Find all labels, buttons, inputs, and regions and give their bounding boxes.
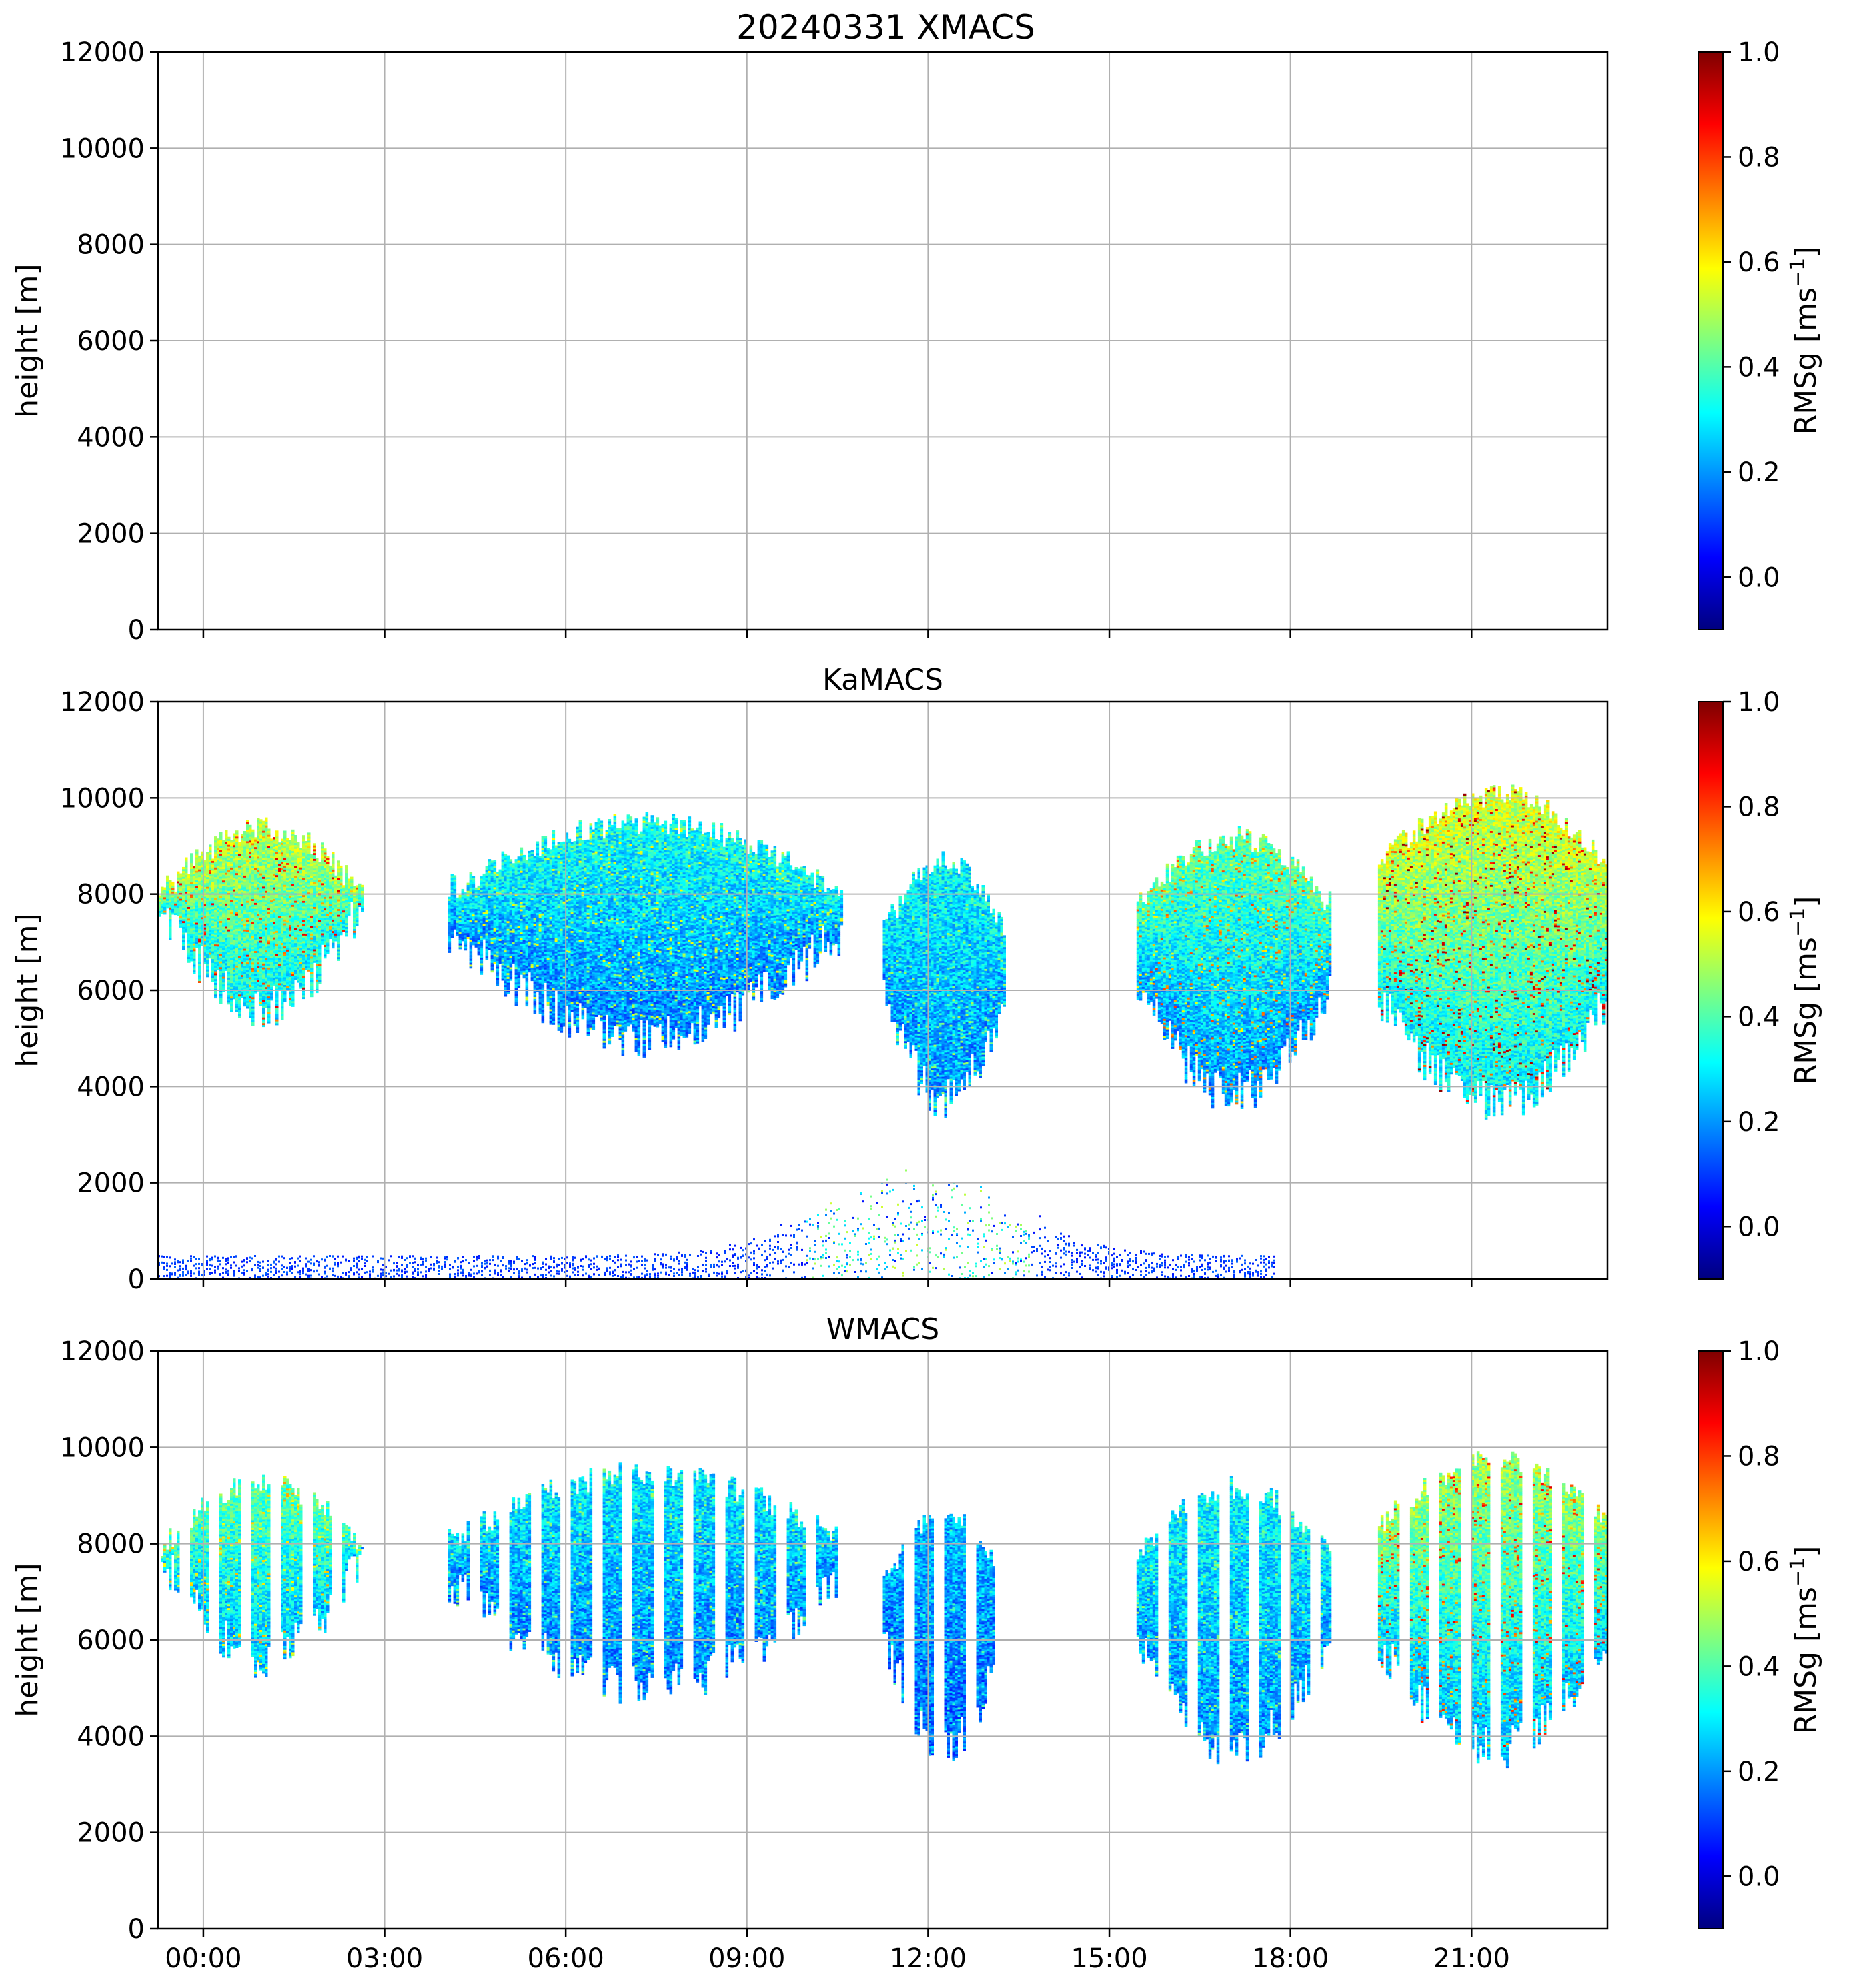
cloud-region [448, 812, 844, 1058]
colorbar-label: RMSg [ms−1] [1786, 247, 1824, 435]
cloud-region [1378, 785, 1611, 1120]
y-tick-label: 12000 [60, 1336, 145, 1367]
colorbar-tick-label: 0.0 [1738, 1861, 1780, 1892]
cloud-region [448, 1462, 838, 1703]
y-tick-label: 12000 [60, 687, 145, 718]
colorbar-label: RMSg [ms−1] [1786, 1546, 1824, 1735]
colorbar-gradient [1698, 52, 1723, 630]
colorbar-tick-label: 0.2 [1738, 1107, 1780, 1138]
y-axis-label: height [m] [11, 263, 45, 417]
colorbar-tick-label: 0.8 [1738, 1441, 1780, 1472]
panel-1: KaMACS 0 2000 4000 6000 8000 10000 12000 height … [11, 663, 1823, 1295]
y-axis-label: height [m] [11, 1563, 45, 1717]
y-tick-label: 8000 [77, 880, 145, 910]
cloud-region [161, 1475, 364, 1678]
y-tick-label: 6000 [77, 326, 145, 357]
colorbar-tick-label: 0.6 [1738, 897, 1780, 928]
colorbar: 0.0 0.2 0.4 0.6 0.8 1.0 RMSg [ms−1] [1698, 37, 1823, 630]
colorbar-tick-label: 0.6 [1738, 247, 1780, 278]
y-tick-label: 10000 [60, 783, 145, 814]
x-tick-label: 15:00 [1071, 1943, 1147, 1974]
heatmap-data [161, 1451, 1610, 1768]
y-tick-label: 4000 [77, 1721, 145, 1752]
colorbar-tick-label: 0.0 [1738, 1212, 1780, 1242]
x-tick-label: 03:00 [346, 1943, 423, 1974]
panel-0: 0 2000 4000 6000 8000 10000 12000 height [m] 0.0… [11, 37, 1823, 646]
cloud-region [1137, 1476, 1332, 1764]
grid [158, 1351, 1608, 1929]
y-tick-label: 10000 [60, 133, 145, 164]
x-tick-label: 06:00 [528, 1943, 604, 1974]
y-tick-label: 0 [128, 615, 145, 646]
x-tick-label: 09:00 [708, 1943, 785, 1974]
colorbar-tick-label: 1.0 [1738, 687, 1780, 718]
cloud-region [158, 818, 364, 1028]
heatmap-data [158, 785, 1610, 1282]
y-tick-label: 6000 [77, 976, 145, 1006]
cloud-region [883, 1514, 996, 1761]
y-tick-label: 12000 [60, 37, 145, 68]
y-tick-label: 2000 [77, 1818, 145, 1849]
y-tick-label: 6000 [77, 1625, 145, 1656]
colorbar: 0.0 0.2 0.4 0.6 0.8 1.0 RMSg [ms−1] [1698, 687, 1823, 1279]
y-tick-label: 10000 [60, 1432, 145, 1463]
y-tick-label: 0 [128, 1264, 145, 1295]
cloud-region [1137, 826, 1332, 1109]
colorbar-label: RMSg [ms−1] [1786, 896, 1824, 1085]
colorbar-tick-label: 1.0 [1738, 1336, 1780, 1367]
figure-title: 20240331 XMACS [736, 8, 1035, 47]
panel-title: WMACS [826, 1312, 939, 1346]
colorbar-tick-label: 0.2 [1738, 1757, 1780, 1787]
colorbar-tick-label: 0.8 [1738, 792, 1780, 822]
y-tick-label: 8000 [77, 1529, 145, 1560]
colorbar-tick-label: 0.4 [1738, 1002, 1780, 1032]
cloud-region [883, 851, 1007, 1118]
y-tick-label: 8000 [77, 230, 145, 261]
x-tick-label: 18:00 [1252, 1943, 1329, 1974]
colorbar: 0.0 0.2 0.4 0.6 0.8 1.0 RMSg [ms−1] [1698, 1336, 1823, 1929]
panel-title: KaMACS [822, 663, 943, 697]
y-axis-label: height [m] [11, 913, 45, 1067]
colorbar-tick-label: 0.0 [1738, 562, 1780, 593]
colorbar-gradient [1698, 1351, 1723, 1929]
y-tick-label: 4000 [77, 422, 145, 453]
x-tick-label: 00:00 [165, 1943, 241, 1974]
colorbar-tick-label: 0.2 [1738, 457, 1780, 488]
cloud-region [158, 1170, 1275, 1282]
cloud-region [1378, 1451, 1611, 1768]
y-tick-label: 0 [128, 1914, 145, 1945]
colorbar-tick-label: 0.6 [1738, 1547, 1780, 1577]
x-tick-label: 21:00 [1433, 1943, 1510, 1974]
colorbar-tick-label: 0.8 [1738, 142, 1780, 173]
y-tick-label: 4000 [77, 1072, 145, 1102]
x-tick-label: 12:00 [890, 1943, 967, 1974]
colorbar-gradient [1698, 702, 1723, 1279]
y-tick-label: 2000 [77, 1168, 145, 1199]
colorbar-tick-label: 0.4 [1738, 1651, 1780, 1682]
panel-2: WMACS 0 2000 4000 6000 8000 10000 12000 00:00 03:… [11, 1312, 1823, 1974]
grid [158, 52, 1608, 630]
y-tick-label: 2000 [77, 519, 145, 550]
colorbar-tick-label: 1.0 [1738, 37, 1780, 68]
colorbar-tick-label: 0.4 [1738, 352, 1780, 383]
